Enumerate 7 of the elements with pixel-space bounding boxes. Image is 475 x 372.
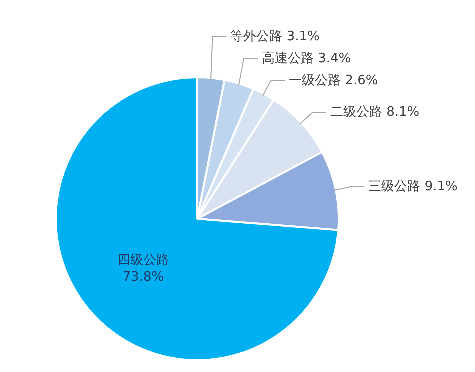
slice-label: 三级公路 9.1% [368, 179, 458, 194]
slice-label: 四级公路 [117, 252, 170, 268]
slice-label: 一级公路 2.6% [289, 73, 378, 88]
slice-label: 高速公路 3.4% [262, 50, 352, 66]
data-label: 73.8% [122, 270, 164, 285]
slice-label: 二级公路 8.1% [330, 105, 420, 120]
slice-label: 等外公路 3.1% [230, 29, 320, 44]
